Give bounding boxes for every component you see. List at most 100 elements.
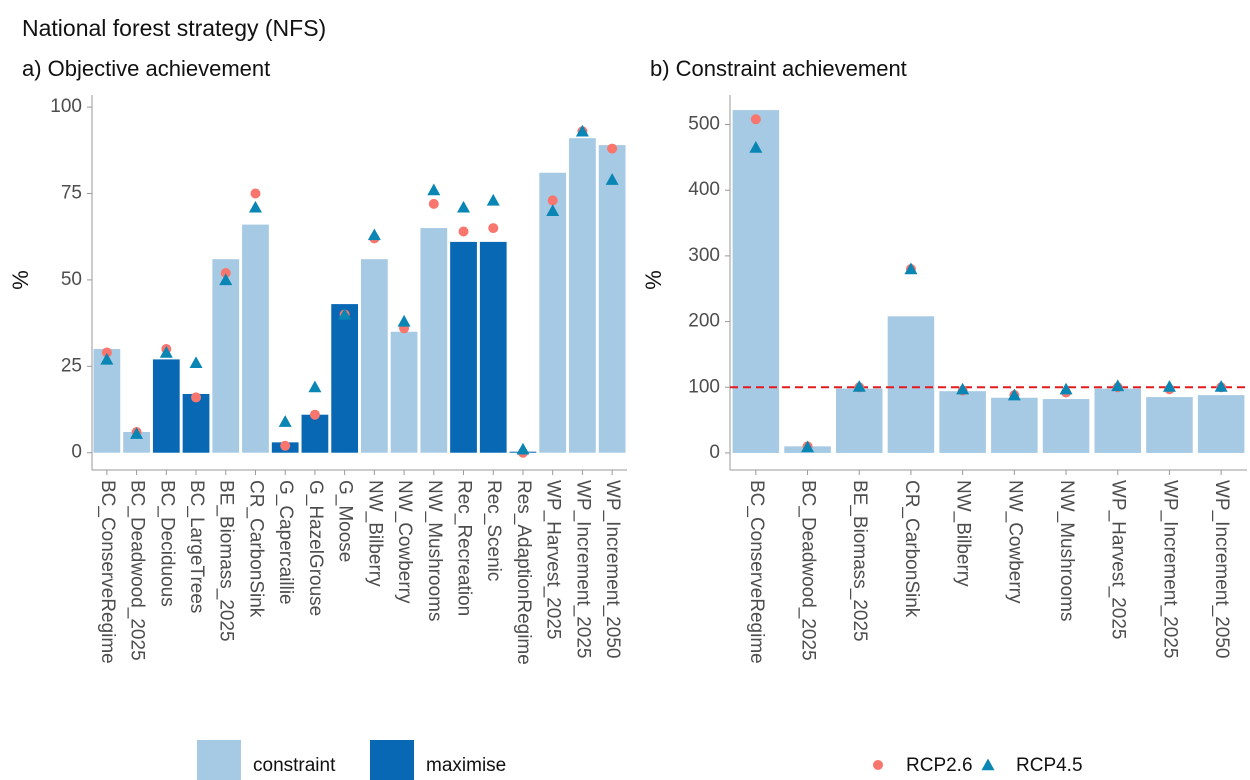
y-tick-label: 300	[688, 245, 720, 266]
x-tick-label: G_Moose	[335, 480, 356, 562]
point	[1111, 379, 1125, 392]
y-tick-label: 0	[709, 442, 720, 463]
point	[547, 195, 558, 206]
legend-label: constraint	[253, 755, 336, 776]
point	[516, 442, 530, 455]
bar	[939, 391, 986, 453]
point	[100, 352, 114, 365]
y-axis-label: %	[8, 270, 33, 290]
x-tick-label: BC_LargeTrees	[186, 480, 207, 613]
point	[486, 193, 500, 206]
bar	[331, 304, 359, 453]
point	[428, 198, 439, 209]
point	[280, 440, 291, 451]
y-tick-label: 500	[688, 114, 720, 135]
point	[488, 223, 499, 234]
x-tick-label: Res_AdaptionRegime	[513, 480, 534, 665]
point	[801, 440, 815, 453]
point	[457, 200, 471, 213]
x-tick-label: WP_Harvest_2025	[1108, 480, 1129, 639]
legend-key	[370, 740, 414, 780]
point	[1214, 380, 1228, 392]
point	[309, 409, 320, 420]
point	[546, 204, 560, 216]
legend-label: RCP4.5	[1016, 755, 1083, 776]
bar	[991, 397, 1038, 453]
bar	[360, 259, 388, 453]
bar	[1042, 399, 1090, 453]
figure-title: National forest strategy (NFS)	[22, 15, 326, 41]
bar	[390, 331, 418, 453]
x-tick-label: Rec_Scenic	[483, 480, 504, 581]
y-tick-label: 50	[61, 269, 82, 290]
point	[101, 347, 112, 358]
x-tick-label: CR_CarbonSink	[901, 480, 922, 618]
x-tick-label: NW_Mushrooms	[424, 480, 445, 621]
point	[607, 143, 618, 154]
bar	[1146, 397, 1193, 453]
x-tick-label: NW_Bilberry	[364, 480, 385, 587]
x-tick-label: WP_Increment_2025	[572, 480, 593, 659]
point	[278, 415, 292, 427]
bar	[152, 359, 180, 453]
point	[338, 307, 352, 320]
bar	[1197, 395, 1245, 453]
y-tick-label: 400	[688, 179, 720, 200]
point	[397, 314, 411, 327]
panel-subtitle: a) Objective achievement	[22, 56, 270, 81]
bar	[479, 241, 507, 453]
bar	[93, 349, 121, 453]
bar	[420, 228, 448, 453]
bar	[301, 414, 329, 453]
legend-key	[981, 758, 995, 771]
x-tick-label: BC_Deciduous	[156, 480, 177, 607]
point	[367, 228, 381, 241]
point	[575, 124, 589, 137]
panel-subtitle: b) Constraint achievement	[650, 56, 907, 81]
point	[219, 273, 233, 286]
point	[130, 427, 144, 439]
bar	[732, 110, 780, 453]
x-tick-label: NW_Mushrooms	[1056, 480, 1077, 621]
x-tick-label: BC_Deadwood_2025	[798, 480, 819, 661]
point	[458, 226, 469, 237]
x-tick-label: BC_ConserveRegime	[97, 480, 118, 664]
point	[427, 183, 441, 196]
bar	[539, 172, 567, 453]
bar	[569, 138, 596, 453]
x-tick-label: NW_Bilberry	[953, 480, 974, 587]
x-tick-label: BC_Deadwood_2025	[127, 480, 148, 661]
point	[1059, 382, 1073, 395]
y-tick-label: 200	[688, 311, 720, 332]
bar	[212, 259, 240, 453]
point	[308, 380, 322, 393]
bar	[242, 224, 269, 453]
bar	[1094, 388, 1142, 453]
bar	[835, 388, 883, 453]
legend-label: maximise	[426, 755, 506, 776]
point	[956, 382, 970, 395]
bar	[887, 316, 935, 453]
x-tick-label: WP_Increment_2050	[602, 480, 623, 659]
point	[1162, 380, 1176, 392]
x-tick-label: WP_Harvest_2025	[543, 480, 564, 639]
legend-label: RCP2.6	[906, 755, 973, 776]
legend-key	[197, 740, 241, 780]
y-tick-label: 25	[61, 355, 82, 376]
x-tick-label: G_HazelGrouse	[305, 480, 326, 616]
point	[191, 392, 202, 403]
x-tick-label: G_Capercaillie	[275, 480, 296, 605]
y-tick-label: 100	[688, 376, 720, 397]
point	[605, 173, 619, 185]
point	[1007, 388, 1021, 401]
bar	[123, 431, 150, 453]
point	[220, 267, 231, 278]
x-tick-label: BE_Biomass_2025	[849, 480, 870, 642]
x-tick-label: Rec_Recreation	[454, 480, 475, 616]
legend-key	[873, 760, 883, 770]
point	[750, 114, 761, 125]
x-tick-label: BE_Biomass_2025	[216, 480, 237, 642]
point	[904, 262, 918, 275]
x-tick-label: CR_CarbonSink	[245, 480, 266, 618]
y-tick-label: 75	[61, 183, 82, 204]
